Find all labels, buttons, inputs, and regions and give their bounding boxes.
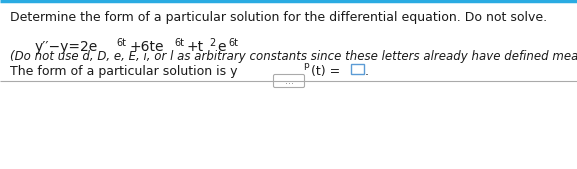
Text: y′′−y=2e: y′′−y=2e [35,40,98,54]
Text: 6t: 6t [228,38,238,48]
Text: p: p [304,62,309,70]
Text: +6te: +6te [129,40,164,54]
Bar [351,64,364,74]
Text: (Do not use d, D, e, E, i, or l as arbitrary constants since these letters alrea: (Do not use d, D, e, E, i, or l as arbit… [10,50,577,63]
FancyBboxPatch shape [273,75,305,88]
Text: Determine the form of a particular solution for the differential equation. Do no: Determine the form of a particular solut… [10,11,547,24]
Text: e: e [217,40,226,54]
Text: 2: 2 [209,38,215,48]
Text: .: . [364,65,368,78]
Text: ...: ... [284,76,294,86]
Text: 6t: 6t [117,38,126,48]
Text: 6t: 6t [174,38,184,48]
Text: +t: +t [187,40,204,54]
Text: (t) =: (t) = [311,65,340,78]
Text: The form of a particular solution is y: The form of a particular solution is y [10,65,238,78]
